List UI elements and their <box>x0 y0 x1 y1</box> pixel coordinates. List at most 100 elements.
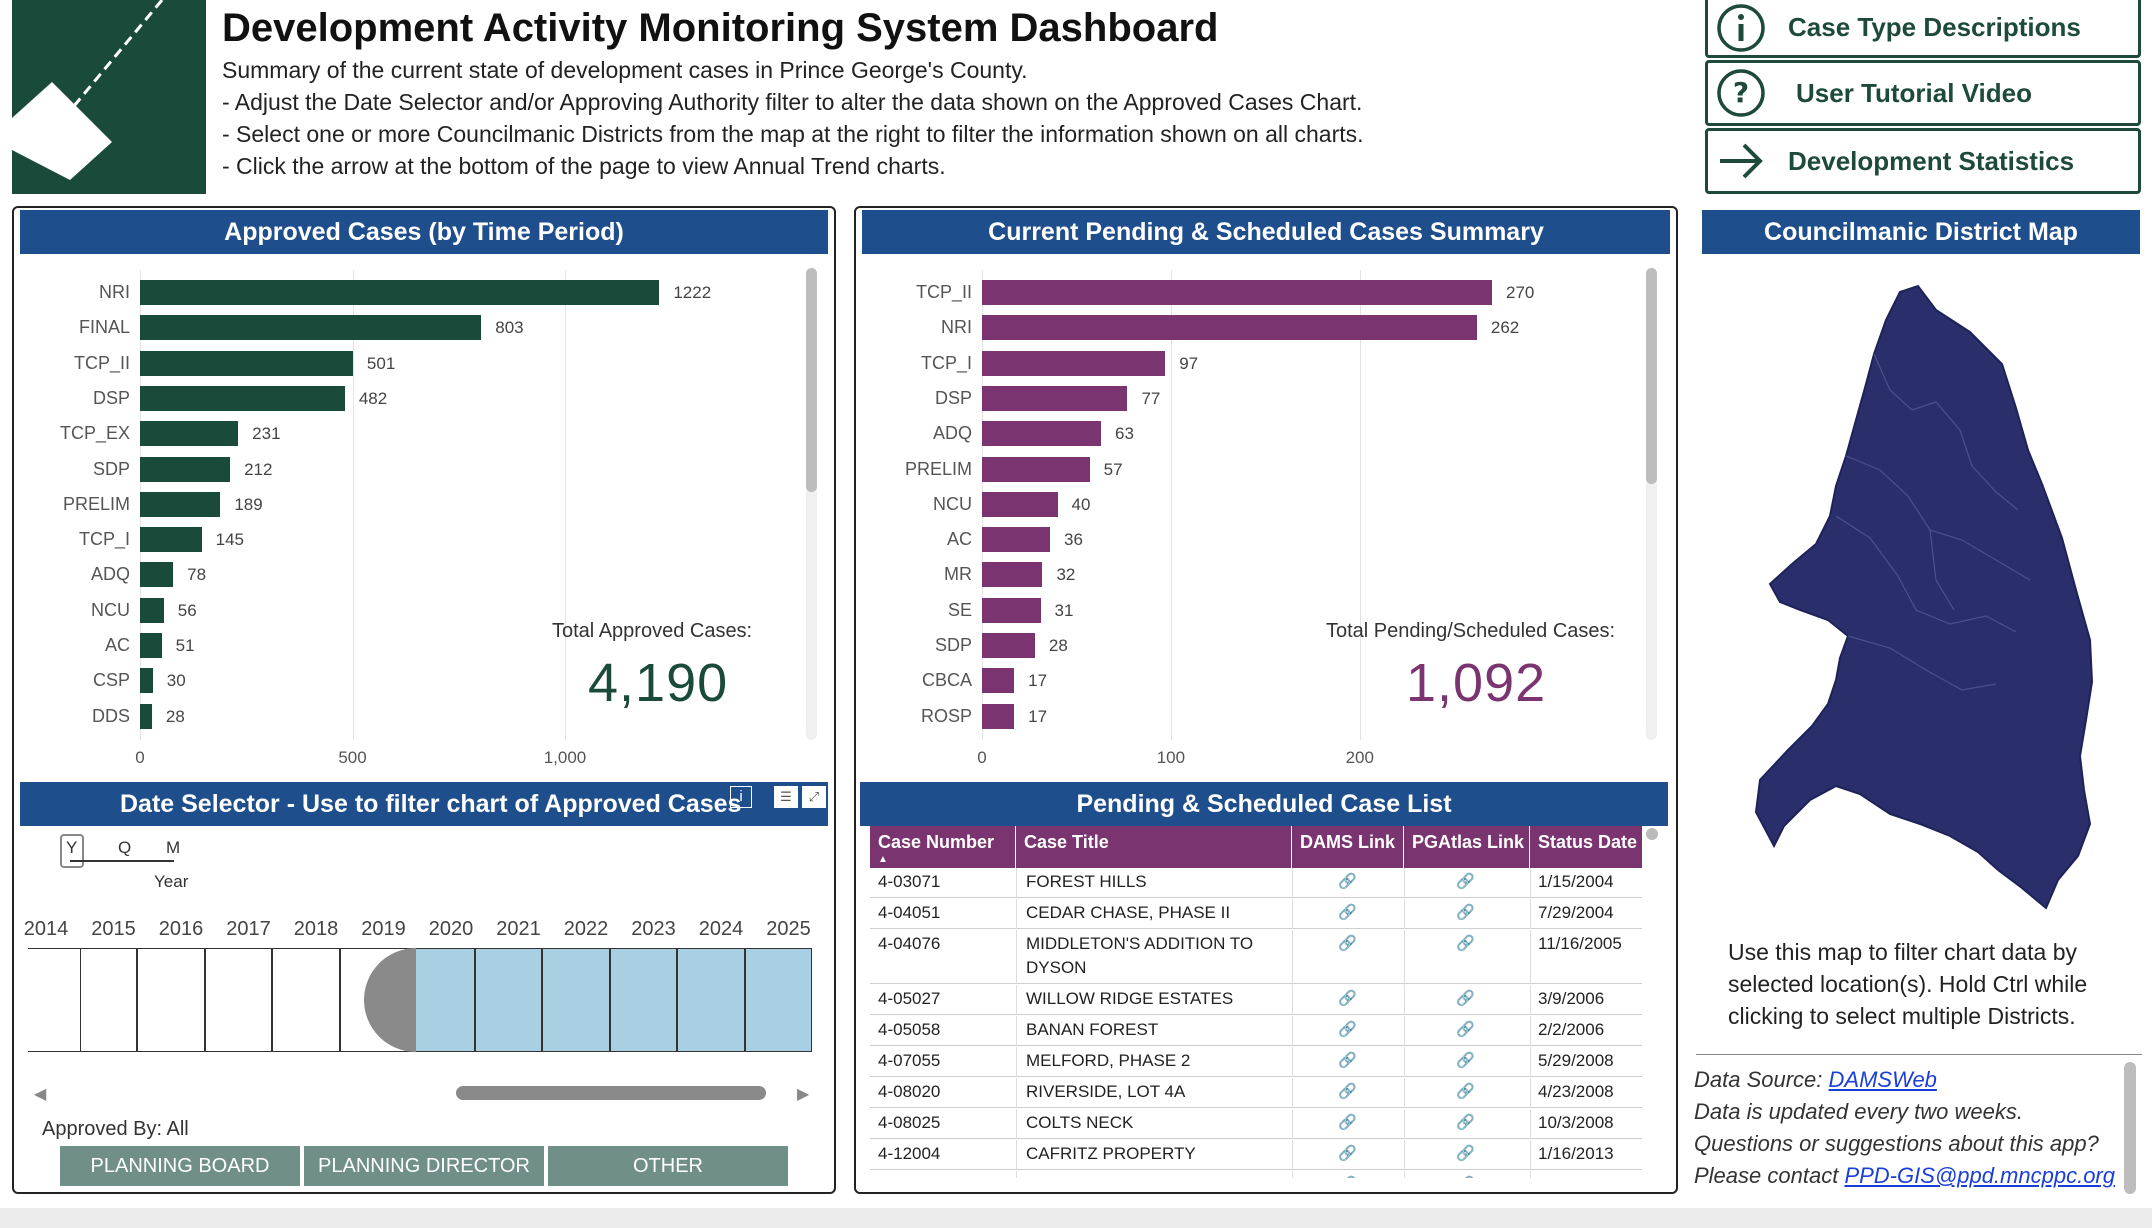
period-cell[interactable] <box>474 948 543 1052</box>
approved-cases-chart[interactable]: 0 500 1,000 NRI 1222 FINAL 803 TCP_II 501 DSP 482 T… <box>20 260 828 770</box>
case-list-table[interactable]: Case Number ▲ Case Title DAMS Link PGAtl… <box>870 826 1642 1178</box>
planning-board-button[interactable]: PLANNING BOARD <box>60 1146 300 1186</box>
bar[interactable] <box>140 280 660 305</box>
bar[interactable] <box>982 491 1058 517</box>
dams-link-icon[interactable]: 🔗 <box>1338 1021 1357 1038</box>
approved-chart-scrollbar[interactable] <box>806 268 817 740</box>
table-row[interactable]: 4-12004 CAFRITZ PROPERTY 🔗 🔗 1/16/2013 <box>870 1140 1642 1170</box>
period-cell[interactable] <box>204 948 273 1052</box>
focus-mode-icon[interactable]: ⤢ <box>802 786 826 808</box>
col-status-date[interactable]: Status Date <box>1538 832 1638 852</box>
pgatlas-link-icon[interactable]: 🔗 <box>1456 1114 1475 1131</box>
bar[interactable] <box>140 456 231 482</box>
sort-ascending-icon[interactable]: ▲ <box>878 854 888 865</box>
bar[interactable] <box>982 280 1492 305</box>
period-cell[interactable] <box>744 948 813 1052</box>
bar[interactable] <box>140 350 353 376</box>
bar[interactable] <box>982 597 1041 623</box>
table-row[interactable]: 4-05027 WILLOW RIDGE ESTATES 🔗 🔗 3/9/2006 <box>870 985 1642 1015</box>
dams-link-icon[interactable]: 🔗 <box>1338 935 1357 952</box>
bar[interactable] <box>140 385 345 411</box>
scroll-right-icon[interactable]: ▶ <box>797 1086 810 1103</box>
user-tutorial-video-button[interactable]: ? User Tutorial Video <box>1705 60 2141 126</box>
table-row[interactable]: 4-13004 NEW HOME BAPTIST CHURCH 🔗 🔗 4/23/201… <box>870 1171 1642 1178</box>
bar[interactable] <box>982 315 1477 341</box>
period-cell[interactable] <box>677 948 745 1052</box>
dams-link-icon[interactable]: 🔗 <box>1338 1052 1357 1069</box>
bar[interactable] <box>982 421 1101 447</box>
pending-chart-scrollbar[interactable] <box>1646 268 1657 740</box>
bar[interactable] <box>982 385 1128 411</box>
bar[interactable] <box>982 703 1015 729</box>
timeline-scroll-thumb[interactable] <box>456 1086 766 1100</box>
pending-chart-scroll-thumb[interactable] <box>1646 268 1657 484</box>
county-shape[interactable] <box>1754 284 2094 910</box>
period-cell[interactable] <box>542 948 610 1052</box>
pgatlas-link-icon[interactable]: 🔗 <box>1456 1052 1475 1069</box>
table-row[interactable]: 4-08020 RIVERSIDE, LOT 4A 🔗 🔗 4/23/2008 <box>870 1078 1642 1108</box>
col-case-title[interactable]: Case Title <box>1016 826 1292 868</box>
bar[interactable] <box>982 668 1015 694</box>
granularity-q[interactable]: Q <box>118 838 132 857</box>
bar[interactable] <box>982 350 1166 376</box>
granularity-m[interactable]: M <box>166 838 181 857</box>
bar[interactable] <box>140 562 174 588</box>
dams-link-icon[interactable]: 🔗 <box>1338 873 1357 890</box>
info-icon[interactable]: i <box>730 786 752 808</box>
dams-link-icon[interactable]: 🔗 <box>1338 1114 1357 1131</box>
bar[interactable] <box>140 633 162 658</box>
dams-link-icon[interactable]: 🔗 <box>1338 904 1357 921</box>
pgatlas-link-icon[interactable]: 🔗 <box>1456 1175 1475 1178</box>
pgatlas-link-icon[interactable]: 🔗 <box>1456 1021 1475 1038</box>
bar[interactable] <box>982 527 1050 553</box>
pgatlas-link-icon[interactable]: 🔗 <box>1456 904 1475 921</box>
bar[interactable] <box>982 456 1090 482</box>
pgatlas-link-icon[interactable]: 🔗 <box>1456 990 1475 1007</box>
period-cell[interactable] <box>28 948 81 1052</box>
table-row[interactable]: 4-03071 FOREST HILLS 🔗 🔗 1/15/2004 <box>870 868 1642 898</box>
table-row[interactable]: 4-07055 MELFORD, PHASE 2 🔗 🔗 5/29/2008 <box>870 1047 1642 1077</box>
approved-chart-scroll-thumb[interactable] <box>806 268 817 492</box>
period-cell[interactable] <box>272 948 340 1052</box>
granularity-track[interactable] <box>70 860 174 862</box>
case-type-descriptions-button[interactable]: Case Type Descriptions <box>1705 0 2141 58</box>
col-pgatlas-link[interactable]: PGAtlas Link <box>1404 826 1530 868</box>
bar[interactable] <box>982 633 1035 658</box>
bar[interactable] <box>140 315 482 341</box>
pending-cases-chart[interactable]: 0 100 200 TCP_II 270 NRI 262 TCP_I 97 DSP 77 ADQ 63 P… <box>862 260 1670 770</box>
granularity-y[interactable]: Y <box>66 838 78 857</box>
col-case-number[interactable]: Case Number <box>870 826 1016 868</box>
dams-link-icon[interactable]: 🔗 <box>1338 1083 1357 1100</box>
dams-link-icon[interactable]: 🔗 <box>1338 990 1357 1007</box>
filter-icon[interactable]: ☰ <box>774 786 798 808</box>
other-authority-button[interactable]: OTHER <box>548 1146 788 1186</box>
period-cell[interactable] <box>609 948 678 1052</box>
granularity-y-selected[interactable] <box>60 834 84 868</box>
table-row[interactable]: 4-05058 BANAN FOREST 🔗 🔗 2/2/2006 <box>870 1016 1642 1046</box>
damsweb-link[interactable]: DAMSWeb <box>1828 1067 1937 1092</box>
table-row[interactable]: 4-04051 CEDAR CHASE, PHASE II 🔗 🔗 7/29/2004 <box>870 899 1642 929</box>
table-row[interactable]: 4-08025 COLTS NECK 🔗 🔗 10/3/2008 <box>870 1109 1642 1139</box>
dams-link-icon[interactable]: 🔗 <box>1338 1145 1357 1162</box>
scroll-left-icon[interactable]: ◀ <box>34 1086 47 1103</box>
col-dams-link[interactable]: DAMS Link <box>1292 826 1404 868</box>
table-row[interactable]: 4-04076 MIDDLETON'S ADDITION TO DYSON 🔗 🔗 11… <box>870 930 1642 984</box>
contact-email-link[interactable]: PPD-GIS@ppd.mncppc.org <box>1844 1163 2115 1188</box>
bar[interactable] <box>140 491 221 517</box>
bar[interactable] <box>140 668 153 694</box>
period-cell[interactable] <box>137 948 205 1052</box>
info-scroll-thumb[interactable] <box>2124 1062 2136 1194</box>
pgatlas-link-icon[interactable]: 🔗 <box>1456 1083 1475 1100</box>
dams-link-icon[interactable]: 🔗 <box>1338 1175 1357 1178</box>
pgatlas-link-icon[interactable]: 🔗 <box>1456 873 1475 890</box>
period-cell[interactable] <box>407 948 475 1052</box>
bar[interactable] <box>140 597 164 623</box>
planning-director-button[interactable]: PLANNING DIRECTOR <box>304 1146 544 1186</box>
period-cell[interactable] <box>69 948 138 1052</box>
pgatlas-link-icon[interactable]: 🔗 <box>1456 1145 1475 1162</box>
councilmanic-district-map[interactable] <box>1740 280 2120 920</box>
table-scroll-thumb[interactable] <box>1646 828 1658 840</box>
bar[interactable] <box>982 562 1043 588</box>
bar[interactable] <box>140 421 239 447</box>
pgatlas-link-icon[interactable]: 🔗 <box>1456 935 1475 952</box>
